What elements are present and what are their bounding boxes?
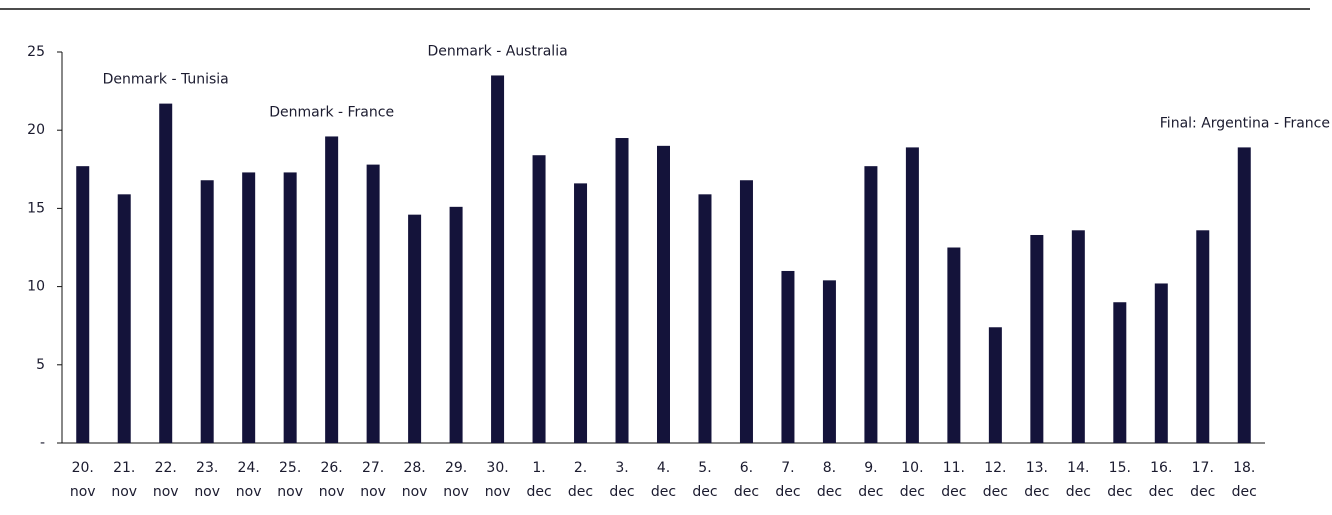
x-tick-label: 21. nov bbox=[111, 460, 138, 500]
x-tick-label: 8. dec bbox=[816, 460, 843, 500]
bar bbox=[449, 206, 463, 443]
x-tick-label: 28. nov bbox=[401, 460, 428, 500]
bar bbox=[864, 166, 878, 443]
bar bbox=[1113, 302, 1127, 443]
y-tick-label: 10 bbox=[27, 279, 45, 295]
bar bbox=[325, 136, 339, 443]
bar bbox=[117, 194, 131, 443]
x-tick-label: 25. nov bbox=[277, 460, 303, 500]
bar bbox=[574, 183, 588, 443]
x-tick-label: 15. dec bbox=[1107, 460, 1133, 500]
x-tick-label: 16. dec bbox=[1148, 460, 1174, 500]
x-tick-label: 5. dec bbox=[692, 460, 718, 500]
bar bbox=[988, 327, 1002, 443]
x-tick-label: 17. dec bbox=[1190, 460, 1216, 500]
bar bbox=[76, 166, 90, 443]
bar bbox=[200, 180, 214, 444]
bar bbox=[1196, 230, 1210, 443]
y-tick-label: 5 bbox=[36, 357, 45, 373]
bar bbox=[242, 172, 256, 444]
bar bbox=[1237, 147, 1251, 444]
bar bbox=[615, 138, 629, 443]
x-tick-label: 30. nov bbox=[484, 460, 511, 500]
bar bbox=[366, 164, 380, 443]
x-tick-label: 11. dec bbox=[941, 460, 967, 500]
x-tick-label: 6. dec bbox=[733, 460, 760, 500]
y-tick-label: 25 bbox=[27, 44, 45, 60]
y-tick-label: 20 bbox=[27, 122, 45, 138]
bar bbox=[657, 145, 670, 443]
annotation: Denmark - France bbox=[269, 104, 394, 120]
x-tick-label: 27. nov bbox=[360, 460, 386, 500]
x-tick-label: 4. dec bbox=[650, 460, 677, 500]
bar bbox=[1030, 234, 1044, 443]
bar bbox=[1154, 283, 1168, 443]
bar bbox=[1071, 230, 1085, 443]
bar bbox=[947, 247, 961, 443]
annotation: Denmark - Australia bbox=[427, 43, 567, 59]
x-tick-label: 24. nov bbox=[235, 460, 262, 500]
x-tick-label: 26. nov bbox=[318, 460, 345, 500]
bar bbox=[408, 214, 422, 443]
x-tick-label: 22. nov bbox=[152, 460, 179, 500]
bar bbox=[822, 280, 836, 443]
bar bbox=[781, 270, 795, 443]
x-tick-label: 14. dec bbox=[1065, 460, 1091, 500]
x-tick-label: 3. dec bbox=[609, 460, 635, 500]
bar bbox=[698, 194, 712, 443]
x-tick-label: 10. dec bbox=[899, 460, 925, 500]
bar bbox=[491, 75, 505, 444]
x-tick-label: 29. nov bbox=[443, 460, 469, 500]
x-tick-label: 20. nov bbox=[69, 460, 96, 500]
x-tick-label: 13. dec bbox=[1024, 460, 1050, 500]
y-tick-label: - bbox=[40, 435, 45, 451]
bar bbox=[159, 103, 173, 443]
annotation: Denmark - Tunisia bbox=[103, 72, 229, 88]
annotation: Final: Argentina - France bbox=[1160, 115, 1330, 131]
x-tick-label: 1. dec bbox=[526, 460, 552, 500]
bar bbox=[283, 172, 297, 444]
x-tick-label: 2. dec bbox=[567, 460, 594, 500]
x-tick-label: 9. dec bbox=[858, 460, 884, 500]
bar bbox=[532, 155, 546, 443]
x-tick-label: 12. dec bbox=[982, 460, 1008, 500]
x-tick-label: 23. nov bbox=[194, 460, 221, 500]
bar bbox=[905, 147, 919, 444]
y-tick-label: 15 bbox=[27, 200, 45, 216]
x-tick-label: 18. dec bbox=[1231, 460, 1257, 500]
bar bbox=[739, 180, 753, 444]
x-tick-label: 7. dec bbox=[775, 460, 801, 500]
